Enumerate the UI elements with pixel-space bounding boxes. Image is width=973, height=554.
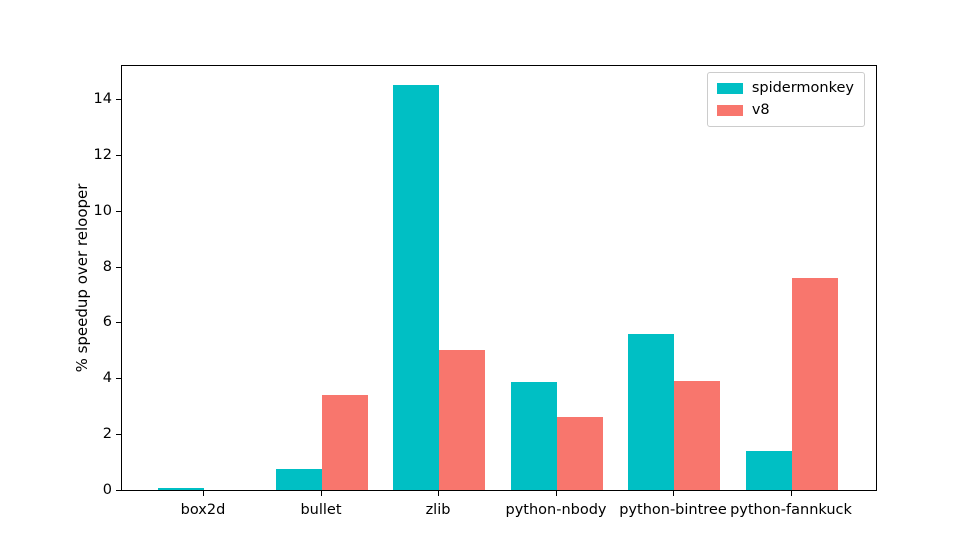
x-tick-label-zlib: zlib [425, 502, 451, 518]
bar-v8-python-nbody [557, 417, 603, 490]
y-tick-mark-6 [116, 322, 121, 323]
legend-label-v8: v8 [751, 102, 770, 118]
legend-item-v8: v8 [716, 102, 854, 119]
bar-v8-bullet [322, 395, 368, 490]
y-tick-label-10: 10 [93, 203, 112, 219]
x-tick-label-python-bintree: python-bintree [619, 502, 727, 518]
bar-v8-python-bintree [674, 381, 720, 490]
v8-color-swatch-icon [716, 105, 743, 116]
x-tick-label-python-nbody: python-nbody [505, 502, 607, 518]
y-tick-mark-2 [116, 434, 121, 435]
bar-spidermonkey-python-fannkuck [746, 451, 792, 490]
y-tick-mark-0 [116, 490, 121, 491]
x-tick-label-python-fannkuck: python-fannkuck [730, 502, 852, 518]
bar-spidermonkey-python-bintree [628, 334, 674, 490]
spidermonkey-color-swatch-icon [716, 83, 743, 94]
bar-v8-zlib [439, 350, 485, 490]
y-tick-label-0: 0 [102, 482, 112, 498]
x-tick-mark-python-nbody [556, 491, 557, 496]
bar-spidermonkey-zlib [393, 85, 439, 490]
bar-spidermonkey-python-nbody [511, 382, 557, 490]
y-tick-label-8: 8 [102, 259, 112, 275]
legend-label-spidermonkey: spidermonkey [751, 80, 854, 96]
y-tick-label-4: 4 [102, 370, 112, 386]
bar-v8-python-fannkuck [792, 278, 838, 490]
y-tick-mark-12 [116, 155, 121, 156]
x-tick-mark-python-bintree [673, 491, 674, 496]
y-tick-label-14: 14 [93, 91, 112, 107]
legend: spidermonkey v8 [706, 72, 865, 127]
x-tick-mark-box2d [203, 491, 204, 496]
y-tick-label-2: 2 [102, 426, 112, 442]
legend-item-spidermonkey: spidermonkey [716, 80, 854, 97]
y-tick-mark-14 [116, 99, 121, 100]
x-tick-mark-python-fannkuck [791, 491, 792, 496]
bar-spidermonkey-bullet [276, 469, 322, 490]
y-tick-mark-4 [116, 378, 121, 379]
y-tick-mark-10 [116, 211, 121, 212]
plot-area: spidermonkey v8 [121, 65, 877, 491]
bar-spidermonkey-box2d [158, 488, 204, 490]
x-tick-mark-bullet [321, 491, 322, 496]
x-tick-label-box2d: box2d [180, 502, 226, 518]
y-tick-label-6: 6 [102, 314, 112, 330]
x-tick-mark-zlib [438, 491, 439, 496]
x-tick-label-bullet: bullet [300, 502, 342, 518]
y-tick-label-12: 12 [93, 147, 112, 163]
y-tick-mark-8 [116, 267, 121, 268]
